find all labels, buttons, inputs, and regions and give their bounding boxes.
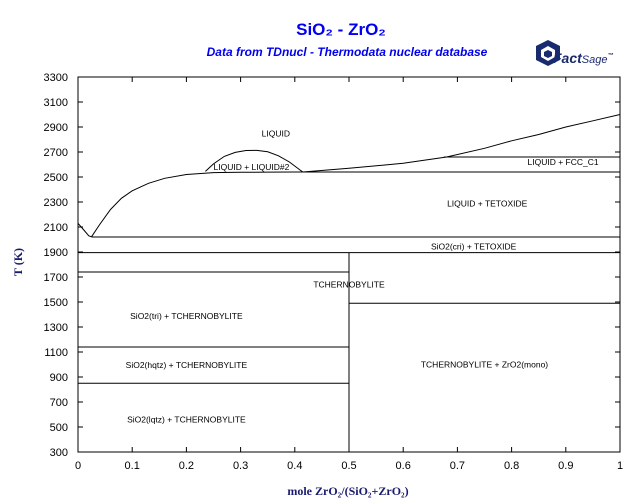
x-tick-label: 0.6 xyxy=(396,460,411,472)
phase-region-label: LIQUID + FCC_C1 xyxy=(528,157,599,167)
factsage-logo: FactSage™ xyxy=(536,40,614,66)
logo-tm-text: ™ xyxy=(608,52,614,59)
phase-region-label: SiO2(lqtz) + TCHERNOBYLITE xyxy=(127,415,246,425)
y-tick-label: 1900 xyxy=(44,247,68,259)
y-tick-label: 1700 xyxy=(44,272,68,284)
y-tick-label: 2500 xyxy=(44,172,68,184)
y-tick-label: 500 xyxy=(50,422,68,434)
logo-fact-text: Fact xyxy=(553,50,583,66)
x-tick-label: 0.3 xyxy=(233,460,248,472)
phase-region-label: LIQUID + LIQUID#2 xyxy=(214,162,290,172)
phase-region-label: TCHERNOBYLITE xyxy=(313,280,385,290)
y-tick-label: 1500 xyxy=(44,297,68,309)
x-axis-label: mole ZrO₂/(SiO₂+ZrO₂) xyxy=(287,484,408,498)
chart-subtitle: Data from TDnucl - Thermodata nuclear da… xyxy=(207,45,488,59)
logo-sage-text: Sage xyxy=(582,54,608,66)
y-tick-label: 2100 xyxy=(44,222,68,234)
x-tick-label: 0.2 xyxy=(179,460,194,472)
x-tick-label: 0 xyxy=(75,460,81,472)
phase-boundary-line xyxy=(77,222,92,238)
phase-boundary-line xyxy=(205,149,304,173)
x-tick-label: 0.1 xyxy=(125,460,140,472)
phase-boundaries xyxy=(77,114,621,452)
y-tick-label: 2300 xyxy=(44,197,68,209)
y-tick-label: 2700 xyxy=(44,147,68,159)
phase-region-label: LIQUID + TETOXIDE xyxy=(447,198,528,208)
phase-region-label: SiO2(hqtz) + TCHERNOBYLITE xyxy=(126,360,248,370)
phase-boundary-line xyxy=(302,114,621,173)
axis-ticks: 0 0.1 0.2 0.3 0.4 0.5 0.6 0.7 0.8 0.9 130050070090… xyxy=(44,72,624,472)
y-tick-label: 3100 xyxy=(44,97,68,109)
x-tick-label: 0.4 xyxy=(287,460,302,472)
y-tick-label: 900 xyxy=(50,372,68,384)
x-tick-label: 1 xyxy=(617,460,623,472)
y-axis-label: T (K) xyxy=(11,248,25,276)
phase-region-label: LIQUID xyxy=(262,128,290,138)
factsage-logo-icon xyxy=(536,40,560,66)
phase-region-label: SiO2(tri) + TCHERNOBYLITE xyxy=(130,311,243,321)
x-tick-label: 0.9 xyxy=(558,460,573,472)
y-tick-label: 3300 xyxy=(44,72,68,84)
y-tick-label: 2900 xyxy=(44,122,68,134)
phase-boundary-line xyxy=(91,171,303,238)
x-tick-label: 0.8 xyxy=(504,460,519,472)
y-tick-label: 1300 xyxy=(44,322,68,334)
svg-text:FactSage™: FactSage™ xyxy=(553,50,614,66)
y-tick-label: 300 xyxy=(50,447,68,459)
x-tick-label: 0.5 xyxy=(341,460,356,472)
y-tick-label: 1100 xyxy=(44,347,68,359)
x-tick-label: 0.7 xyxy=(450,460,465,472)
phase-region-label: TCHERNOBYLITE + ZrO2(mono) xyxy=(421,360,548,370)
phase-region-label: SiO2(cri) + TETOXIDE xyxy=(431,241,517,251)
y-tick-label: 700 xyxy=(50,397,68,409)
phase-region-labels: LIQUID LIQUID + LIQUID#2 LIQUID + FCC_C1 LI… xyxy=(126,128,599,424)
chart-title: SiO₂ - ZrO₂ xyxy=(296,20,386,39)
